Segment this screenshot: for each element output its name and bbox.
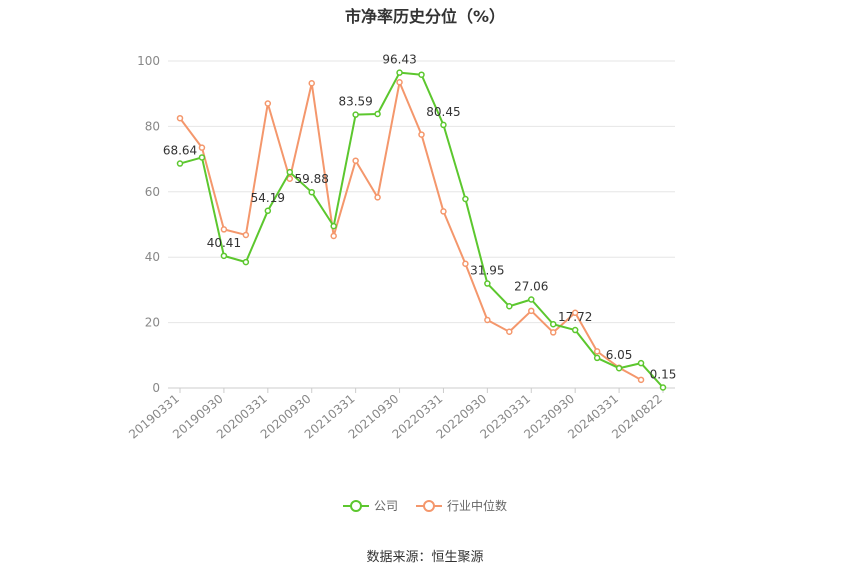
company-data-point[interactable]	[396, 69, 403, 76]
company-data-point[interactable]	[549, 320, 557, 328]
company-data-point[interactable]	[571, 326, 579, 334]
company-data-point[interactable]	[528, 296, 535, 303]
data-label: 27.06	[514, 280, 548, 294]
data-label: 31.95	[470, 264, 504, 278]
data-label: 96.43	[382, 53, 416, 67]
industry-median-data-point[interactable]	[286, 175, 294, 182]
data-labels: 68.64 40.41 54.19 59.88 83.59 96.43 80.45 31.95…	[163, 53, 677, 382]
company-data-point[interactable]	[637, 359, 645, 367]
industry-median-data-point[interactable]	[242, 231, 250, 239]
company-data-point[interactable]	[308, 188, 315, 196]
data-label: 6.05	[606, 348, 633, 362]
legend-company-line-icon	[342, 499, 369, 512]
industry-median-data-point[interactable]	[330, 232, 337, 240]
source-note: 数据来源：恒生聚源	[366, 550, 484, 565]
industry-median-data-point[interactable]	[418, 131, 425, 138]
data-label: 80.45	[426, 105, 460, 119]
data-label: 17.72	[558, 310, 592, 324]
industry-median-data-point[interactable]	[176, 114, 184, 122]
y-tick-label: 20	[145, 316, 160, 330]
data-label: 83.59	[338, 95, 372, 109]
industry-median-data-point[interactable]	[352, 157, 359, 164]
data-label: 59.88	[295, 172, 329, 186]
data-label: 68.64	[163, 144, 197, 158]
company-data-point[interactable]	[330, 222, 337, 230]
company-data-point[interactable]	[176, 160, 184, 167]
legend: 公司 行业中位数	[0, 497, 850, 514]
industry-median-data-point[interactable]	[308, 79, 315, 87]
company-data-point[interactable]	[418, 71, 425, 78]
industry-median-data-point[interactable]	[374, 194, 381, 201]
company-data-point[interactable]	[374, 110, 381, 118]
company-data-point[interactable]	[484, 280, 491, 287]
industry-median-data-point[interactable]	[528, 307, 535, 315]
industry-median-data-point[interactable]	[549, 329, 557, 336]
legend-industry-line-icon	[416, 499, 442, 512]
company-data-point[interactable]	[615, 364, 623, 372]
legend-company-label: 公司	[373, 499, 398, 513]
grid-lines	[168, 60, 675, 389]
y-tick-label: 60	[145, 185, 160, 199]
industry-median-data-point[interactable]	[484, 316, 491, 324]
company-data-point[interactable]	[462, 195, 469, 203]
company-data-point[interactable]	[506, 303, 513, 310]
legend-industry-median-label: 行业中位数	[447, 499, 508, 513]
industry-median-data-point[interactable]	[593, 348, 601, 355]
industry-median-data-point[interactable]	[220, 226, 228, 233]
data-label: 54.19	[251, 191, 285, 205]
data-label: 0.15	[650, 368, 677, 382]
industry-median-data-point[interactable]	[462, 260, 469, 267]
data-label: 40.41	[207, 236, 241, 250]
series-lines	[176, 69, 667, 391]
company-data-point[interactable]	[352, 111, 359, 118]
industry-median-data-point[interactable]	[264, 100, 272, 107]
y-tick-label: 0	[152, 381, 160, 395]
y-tick-label: 80	[145, 119, 160, 133]
y-tick-label: 40	[145, 250, 160, 264]
industry-median-data-point[interactable]	[396, 79, 403, 86]
company-data-point[interactable]	[220, 252, 228, 260]
company-data-point[interactable]	[440, 121, 447, 129]
legend-item-industry-median[interactable]: 行业中位数	[416, 497, 507, 514]
industry-median-data-point[interactable]	[506, 328, 513, 336]
chart-title: 市净率历史分位（%）	[344, 7, 506, 26]
y-tick-label: 100	[137, 54, 160, 68]
company-data-point[interactable]	[242, 258, 250, 266]
industry-median-data-point[interactable]	[198, 144, 206, 151]
company-data-point[interactable]	[286, 168, 294, 176]
company-data-point[interactable]	[659, 384, 667, 391]
industry-median-data-point[interactable]	[440, 208, 447, 215]
company-data-point[interactable]	[593, 354, 601, 362]
company-data-point[interactable]	[198, 154, 206, 161]
industry-median-series-line	[179, 81, 642, 381]
industry-median-data-point[interactable]	[637, 376, 645, 384]
legend-item-company[interactable]: 公司	[342, 497, 398, 514]
industry-median-data-point[interactable]	[571, 309, 579, 317]
company-data-point[interactable]	[264, 207, 272, 215]
